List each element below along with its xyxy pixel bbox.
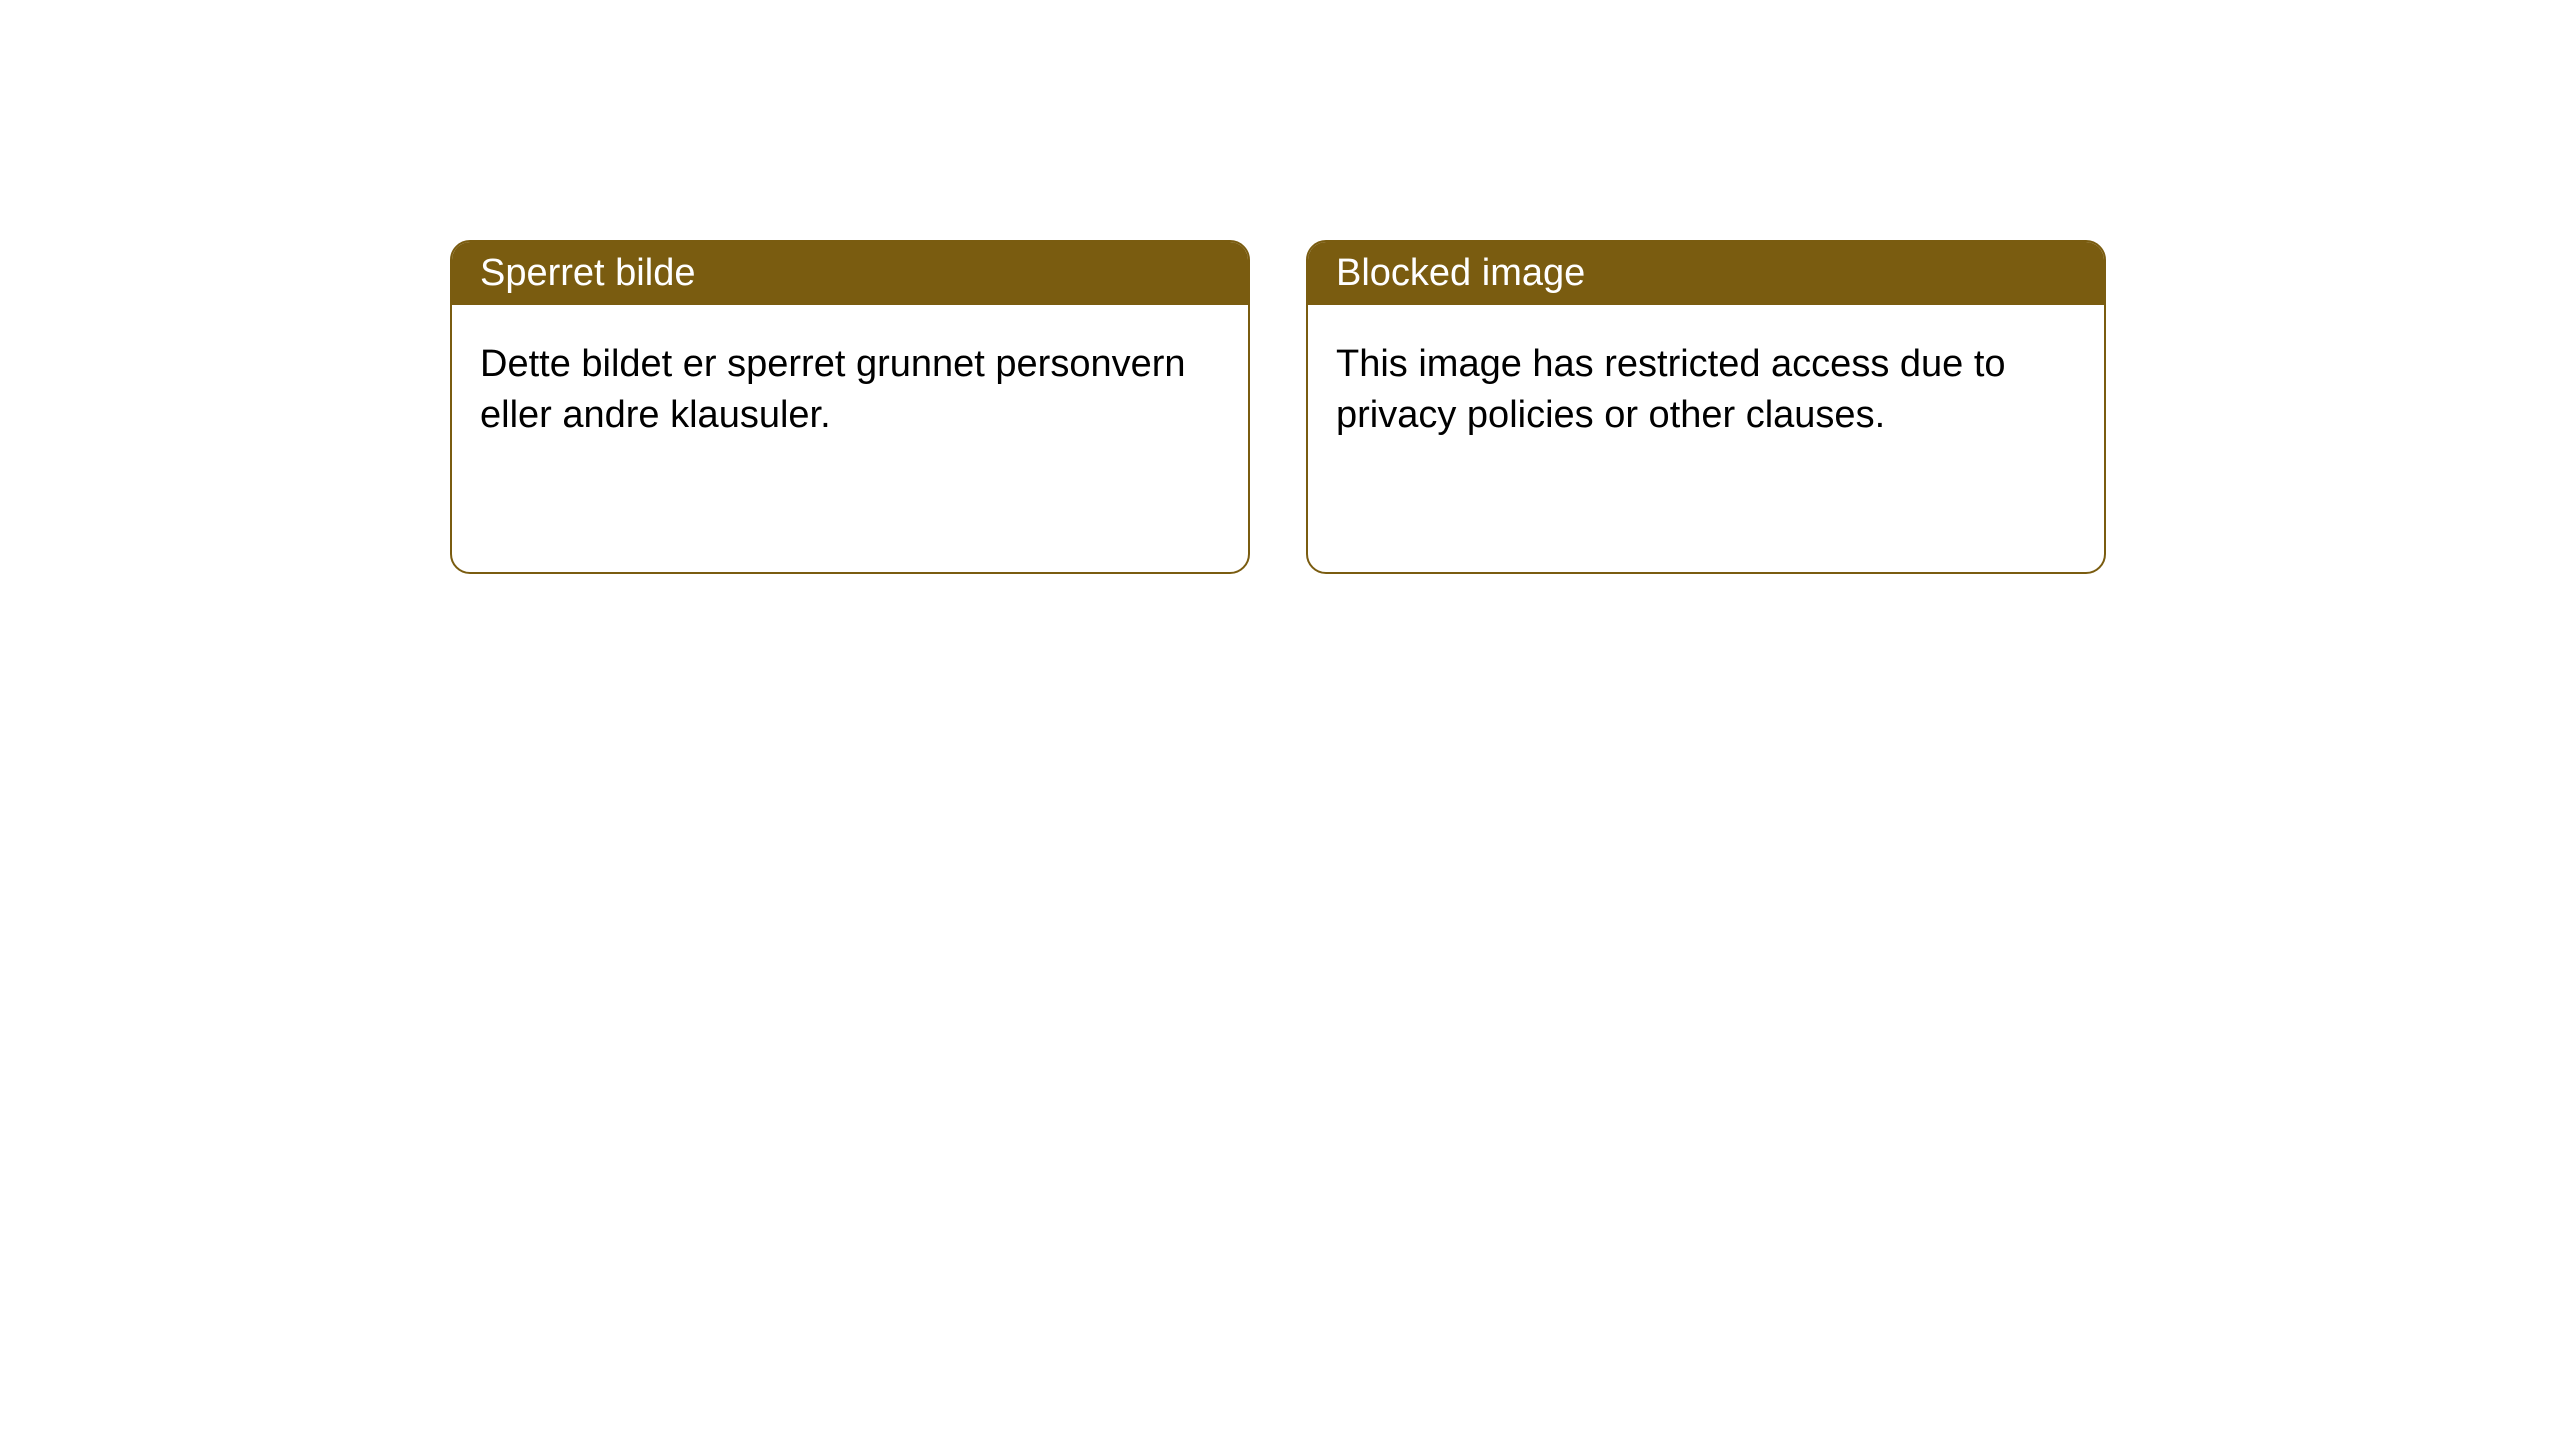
notice-header: Blocked image (1308, 242, 2104, 305)
notice-box-english: Blocked image This image has restricted … (1306, 240, 2106, 574)
notice-header: Sperret bilde (452, 242, 1248, 305)
notice-body: Dette bildet er sperret grunnet personve… (452, 305, 1248, 476)
notices-container: Sperret bilde Dette bildet er sperret gr… (0, 0, 2560, 574)
notice-title: Blocked image (1336, 252, 1585, 294)
notice-body: This image has restricted access due to … (1308, 305, 2104, 476)
notice-title: Sperret bilde (480, 252, 695, 294)
notice-body-text: This image has restricted access due to … (1336, 343, 2006, 436)
notice-box-norwegian: Sperret bilde Dette bildet er sperret gr… (450, 240, 1250, 574)
notice-body-text: Dette bildet er sperret grunnet personve… (480, 343, 1186, 436)
